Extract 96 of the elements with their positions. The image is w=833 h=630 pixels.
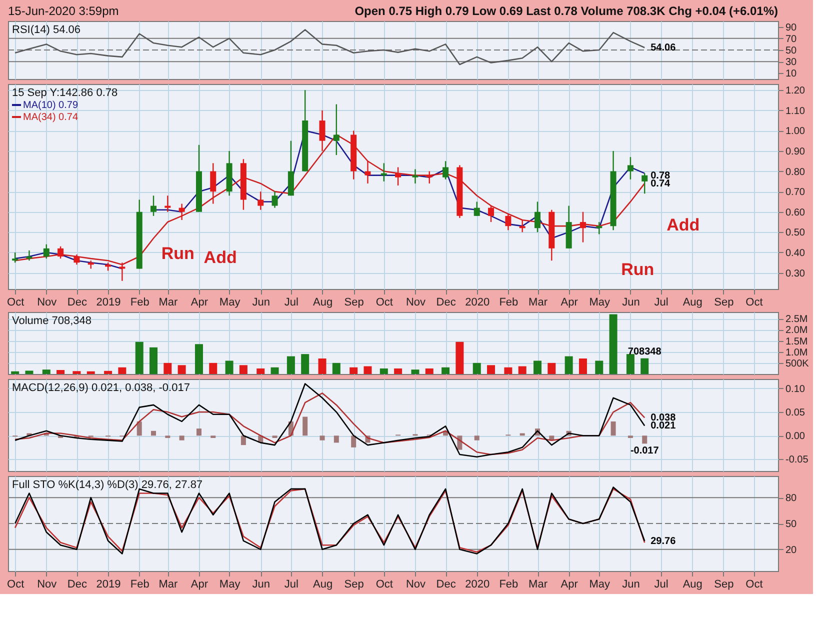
x-tick-label: Mar <box>528 578 548 590</box>
x-tick-label: Jun <box>252 296 270 308</box>
x-tick-label: Oct <box>376 296 393 308</box>
y-tick-label: 10 <box>786 68 798 80</box>
y-tick-label: 20 <box>786 544 798 556</box>
x-tick-label: 2020 <box>465 296 490 308</box>
y-tick-label: 1.00 <box>786 126 806 138</box>
x-tick-label: Oct <box>7 578 24 590</box>
y-tick-label: 0.30 <box>786 268 806 280</box>
y-tick-label: 2.0M <box>786 325 808 336</box>
x-tick-label: Mar <box>528 296 548 308</box>
x-tick-label: Nov <box>406 296 426 308</box>
x-tick-label: Nov <box>406 578 426 590</box>
annotation: Add <box>204 248 237 267</box>
annotation: Run <box>161 244 194 263</box>
y-tick-label: 70 <box>786 34 798 45</box>
x-tick-label: Apr <box>560 296 578 308</box>
x-tick-label: Sep <box>714 296 734 308</box>
x-tick-label: Mar <box>158 296 178 308</box>
y-tick-label: 50 <box>786 519 798 530</box>
data-label: 54.06 <box>650 42 676 54</box>
x-tick-label: 2020 <box>465 578 490 590</box>
x-tick-label: Nov <box>37 296 58 308</box>
x-tick-label: May <box>589 578 611 590</box>
data-label: 29.76 <box>650 536 676 547</box>
x-tick-label: Feb <box>499 578 518 590</box>
x-tick-label: Oct <box>7 296 24 308</box>
y-tick-label: 0.70 <box>786 187 806 198</box>
x-tick-label: Nov <box>37 578 58 590</box>
x-tick-label: Jul <box>284 578 298 590</box>
y-tick-label: 90 <box>786 22 798 34</box>
data-label: 708348 <box>628 346 662 358</box>
y-tick-label: 0.90 <box>786 146 806 158</box>
x-tick-label: Jun <box>622 296 640 308</box>
x-tick-label: Feb <box>130 578 150 590</box>
x-tick-label: Jun <box>622 578 640 590</box>
x-tick-label: 2019 <box>96 578 121 590</box>
x-tick-label: Aug <box>682 296 702 308</box>
y-tick-label: 1.10 <box>786 106 806 117</box>
y-tick-label: 1.0M <box>786 347 808 358</box>
x-tick-label: Aug <box>312 296 333 308</box>
x-tick-label: Aug <box>682 578 702 590</box>
data-label: 0.021 <box>650 420 676 432</box>
x-tick-label: Jul <box>654 296 668 308</box>
legend-label: MA(34) 0.74 <box>23 112 78 123</box>
x-tick-label: Apr <box>190 296 208 308</box>
chart-title: Volume 708,348 <box>12 315 92 327</box>
x-tick-label: Dec <box>436 296 456 308</box>
x-tick-label: May <box>219 296 241 308</box>
chart-title: 15 Sep Y:142.86 0.78 <box>12 87 118 99</box>
y-tick-label: 0.05 <box>786 408 806 419</box>
text: Open 0.75 High 0.79 Low 0.69 Last 0.78 Volume 708.3K Chg +0.04 (+6.01%) <box>354 4 778 18</box>
x-tick-label: Oct <box>746 296 763 308</box>
y-tick-label: 0.10 <box>786 384 806 395</box>
x-tick-label: Dec <box>67 296 88 308</box>
y-tick-label: 0.60 <box>786 207 806 218</box>
y-tick-label: 1.5M <box>786 336 808 348</box>
x-tick-label: May <box>589 296 611 308</box>
x-tick-label: Apr <box>560 578 578 590</box>
x-tick-label: Jun <box>252 578 270 590</box>
y-tick-label: -0.05 <box>786 454 809 466</box>
x-tick-label: Oct <box>746 578 763 590</box>
text: 15-Jun-2020 3:59pm <box>8 4 119 18</box>
annotation: Run <box>621 260 654 280</box>
x-tick-label: 2019 <box>96 296 121 308</box>
x-tick-label: Dec <box>436 578 456 590</box>
data-label: -0.017 <box>630 446 660 457</box>
y-tick-label: 1.20 <box>786 86 806 97</box>
y-tick-label: 80 <box>786 493 798 504</box>
x-tick-label: Feb <box>130 296 150 308</box>
y-tick-label: 50 <box>786 46 798 56</box>
y-tick-label: 2.5M <box>786 314 808 326</box>
y-tick-label: 0.80 <box>786 166 806 178</box>
x-tick-label: Jul <box>654 578 668 590</box>
x-tick-label: Aug <box>312 578 333 590</box>
x-tick-label: Oct <box>376 578 393 590</box>
x-tick-label: Sep <box>714 578 734 590</box>
x-tick-label: May <box>219 578 241 590</box>
y-tick-label: 0.50 <box>786 228 806 239</box>
x-tick-label: Sep <box>344 296 364 308</box>
x-tick-label: Apr <box>190 578 208 590</box>
legend-label: MA(10) 0.79 <box>23 100 78 111</box>
chart-title: MACD(12,26,9) 0.021, 0.038, -0.017 <box>12 382 190 394</box>
chart-title: Full STO %K(14,3) %D(3) 29.76, 27.87 <box>12 479 203 491</box>
y-tick-label: 30 <box>786 57 798 68</box>
x-tick-label: Mar <box>158 578 178 590</box>
y-tick-label: 0.00 <box>786 431 806 442</box>
x-tick-label: Sep <box>344 578 364 590</box>
data-label: 0.74 <box>650 178 671 190</box>
y-tick-label: 500K <box>786 358 810 370</box>
x-tick-label: Jul <box>284 296 298 308</box>
x-tick-label: Feb <box>499 296 518 308</box>
x-tick-label: Dec <box>67 578 88 590</box>
y-tick-label: 0.40 <box>786 248 806 259</box>
chart-title: RSI(14) 54.06 <box>12 24 80 36</box>
annotation: Add <box>666 215 700 234</box>
